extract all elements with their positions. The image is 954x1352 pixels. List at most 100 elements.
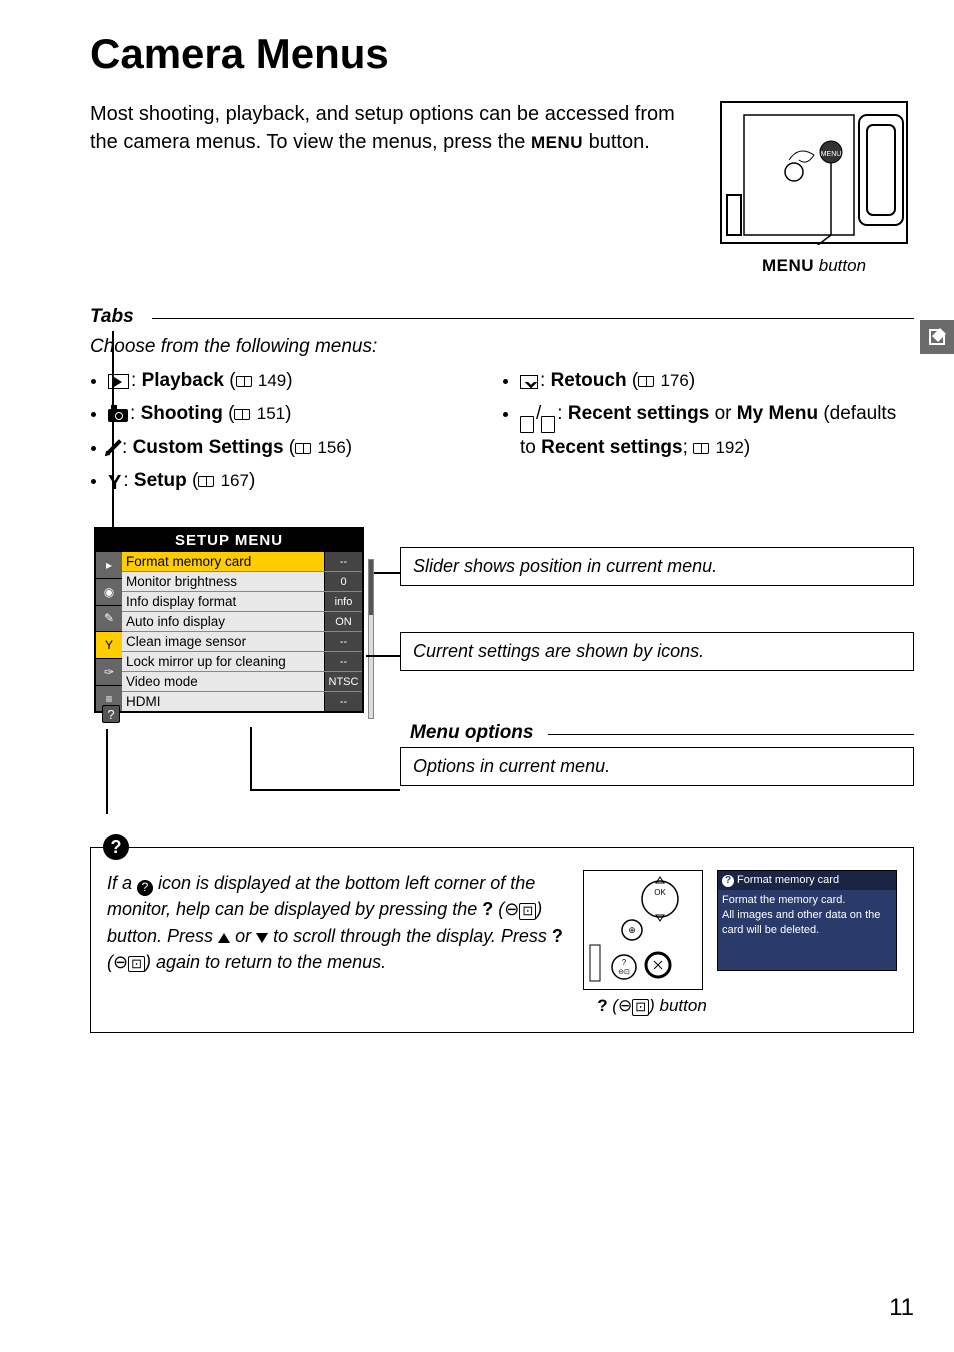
help-btn-glyph: ⊡ <box>519 903 536 919</box>
help-t3: button. Press <box>107 926 218 946</box>
tabs-item-shooting: : Shooting ( 151) <box>108 399 502 428</box>
tabs-heading: Tabs <box>90 306 142 328</box>
setup-row-5-label: Lock mirror up for cleaning <box>122 652 324 671</box>
help-section: ? If a ? icon is displayed at the bottom… <box>90 847 914 1033</box>
setup-menu-rows: Format memory card-- Monitor brightness0… <box>122 552 362 711</box>
help-screen-title: ?Format memory card <box>718 871 896 890</box>
camera-figure: MENU MENU button <box>714 100 914 276</box>
help-q2: ? <box>552 926 563 946</box>
svg-text:⊖⊡: ⊖⊡ <box>618 969 630 976</box>
svg-text:?: ? <box>622 958 627 967</box>
mymenu-icon <box>541 416 555 433</box>
svg-text:MENU: MENU <box>821 151 842 158</box>
tabs-right-1-bold2: Recent settings <box>541 437 682 458</box>
help-screen-q-icon: ? <box>722 875 734 887</box>
setup-icon: Y <box>108 468 121 499</box>
tabs-right-1-mid: or <box>709 403 736 424</box>
menu-diagram: SETUP MENU ▸ ◉ ✎ Y ✑ ≡ Format memory car… <box>90 527 914 817</box>
setup-row: Auto info displayON <box>122 612 362 632</box>
setup-help-icon: ? <box>102 705 120 723</box>
tabs-item-recent: /: Recent settings or My Menu (defaults … <box>520 399 914 462</box>
tabs-right-1-tail2: ; <box>683 437 694 458</box>
help-q-icon: ? <box>137 880 153 896</box>
setup-row-1-val: 0 <box>324 572 362 591</box>
setup-row-7-label: HDMI <box>122 692 324 711</box>
setup-row-1-label: Monitor brightness <box>122 572 324 591</box>
setup-tab-retouch-icon: ✑ <box>96 659 122 686</box>
tabs-desc: Choose from the following menus: <box>90 336 914 358</box>
callout-menu-options-title: Menu options <box>410 722 541 744</box>
setup-row-6-label: Video mode <box>122 672 324 691</box>
tabs-left-0-page: 149 <box>258 371 286 390</box>
setup-row-6-val: NTSC <box>324 672 362 691</box>
camera-back-thumb: OK ⊕ ? ⊖⊡ <box>583 870 703 990</box>
help-btn-glyph2: ⊡ <box>128 956 145 972</box>
setup-tab-playback-icon: ▸ <box>96 552 122 579</box>
book-icon <box>198 476 214 487</box>
help-t6: again to return to the menus. <box>151 952 386 972</box>
tabs-right-0-label: Retouch <box>551 370 627 391</box>
tabs-left-1-page: 151 <box>257 404 285 423</box>
help-caption-tail: button <box>655 996 707 1015</box>
setup-row-2-val: info <box>324 592 362 611</box>
callout-menu-options-body: Options in current menu. <box>400 747 914 786</box>
help-circle-icon: ? <box>103 834 129 860</box>
tabs-item-retouch: : Retouch ( 176) <box>520 366 914 395</box>
tabs-item-custom: : Custom Settings ( 156) <box>108 433 502 462</box>
setup-row: Format memory card-- <box>122 552 362 572</box>
setup-tab-shooting-icon: ◉ <box>96 579 122 606</box>
tabs-right-0-page: 176 <box>660 371 688 390</box>
menu-label-inline: MENU <box>531 133 583 152</box>
tabs-left-3-label: Setup <box>134 470 187 491</box>
book-icon <box>638 376 654 387</box>
setup-row-4-val: -- <box>324 632 362 651</box>
tabs-left-1-label: Shooting <box>141 403 223 424</box>
setup-row: Clean image sensor-- <box>122 632 362 652</box>
help-q1: ? <box>482 899 493 919</box>
setup-row: Info display formatinfo <box>122 592 362 612</box>
recent-icon <box>520 416 534 433</box>
help-thumb-column: OK ⊕ ? ⊖⊡ <box>583 870 703 990</box>
book-icon <box>693 443 709 454</box>
intro-part2: button. <box>583 131 650 153</box>
tabs-left-2-label: Custom Settings <box>133 437 284 458</box>
help-screen-column: ?Format memory card Format the memory ca… <box>717 870 897 990</box>
tabs-section: Tabs Choose from the following menus: : … <box>90 306 914 503</box>
setup-row-3-label: Auto info display <box>122 612 324 631</box>
camera-illustration: MENU <box>719 100 909 245</box>
setup-row: Video modeNTSC <box>122 672 362 692</box>
setup-row: Monitor brightness0 <box>122 572 362 592</box>
help-t1: If a <box>107 873 137 893</box>
shooting-icon <box>108 409 128 422</box>
tabs-col-left: : Playback ( 149) : Shooting ( 151) : Cu… <box>90 366 502 503</box>
callout-slider: Slider shows position in current menu. <box>400 547 914 586</box>
setup-row-7-val: -- <box>324 692 362 711</box>
setup-menu-tabs: ▸ ◉ ✎ Y ✑ ≡ <box>96 552 122 711</box>
setup-menu-title: SETUP MENU <box>96 529 362 552</box>
help-t4: or <box>230 926 256 946</box>
tabs-col-right: : Retouch ( 176) /: Recent settings or M… <box>502 366 914 503</box>
book-icon <box>234 409 250 420</box>
help-screen-body2: All images and other data on the card wi… <box>722 908 892 938</box>
help-t5: to scroll through the display. Press <box>268 926 552 946</box>
book-icon <box>236 376 252 387</box>
help-text: If a ? icon is displayed at the bottom l… <box>107 870 569 990</box>
setup-row-2-label: Info display format <box>122 592 324 611</box>
intro-text: Most shooting, playback, and setup optio… <box>90 100 694 156</box>
setup-tab-setup-icon: Y <box>96 632 122 659</box>
menu-scrollbar <box>368 559 374 719</box>
tabs-right-1-pre: Recent settings <box>568 403 709 424</box>
custom-icon <box>106 439 122 455</box>
tabs-item-playback: : Playback ( 149) <box>108 366 502 395</box>
svg-text:⊕: ⊕ <box>628 925 636 935</box>
tabs-right-1-post: My Menu <box>737 403 818 424</box>
help-screen-box: ?Format memory card Format the memory ca… <box>717 870 897 970</box>
retouch-icon <box>520 375 538 389</box>
camera-caption-tail: button <box>814 256 866 275</box>
book-icon <box>295 443 311 454</box>
setup-row: HDMI-- <box>122 692 362 711</box>
camera-caption-label: MENU <box>762 256 814 275</box>
camera-caption: MENU button <box>714 256 914 276</box>
tabs-right-1-page: 192 <box>715 438 743 457</box>
side-tab-icon <box>920 320 954 354</box>
